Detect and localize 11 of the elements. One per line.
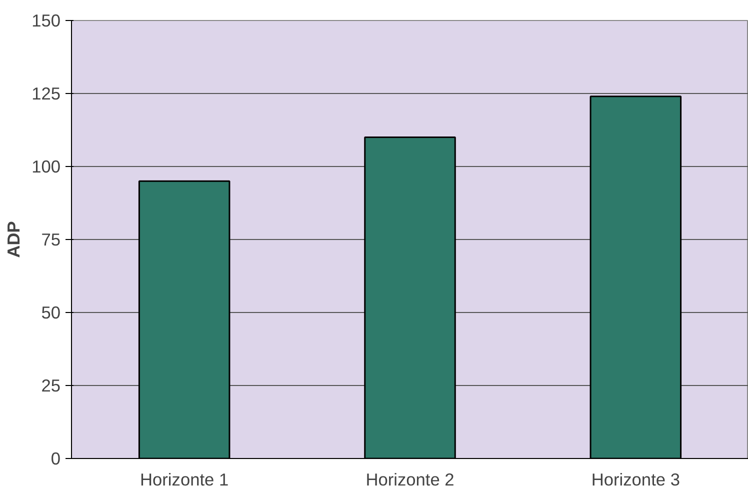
y-tick-label: 50 — [41, 302, 61, 322]
x-tick-label: Horizonte 2 — [366, 470, 454, 490]
y-tick-label: 125 — [32, 84, 61, 104]
y-tick-label: 100 — [32, 156, 61, 176]
y-tick-label: 0 — [50, 448, 61, 468]
y-tick-label: 150 — [32, 10, 61, 30]
x-tick-label: Horizonte 1 — [140, 470, 229, 490]
y-tick-label: 25 — [41, 376, 61, 396]
y-axis-title: ADP — [4, 221, 24, 258]
y-tick-label: 75 — [41, 230, 61, 250]
x-tick-label: Horizonte 3 — [591, 470, 680, 490]
